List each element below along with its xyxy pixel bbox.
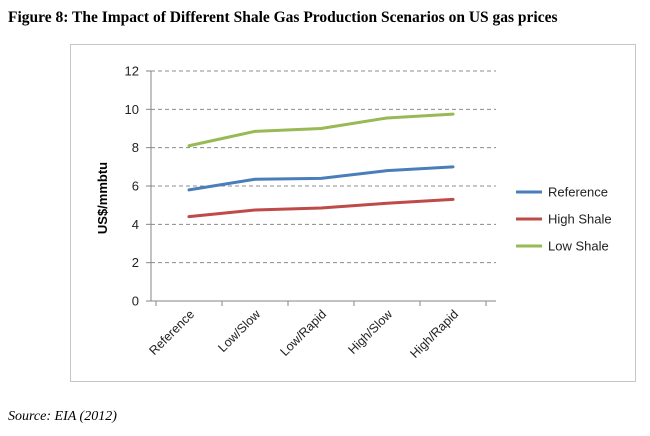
y-tick-label: 4 — [132, 217, 139, 232]
gridlines — [151, 70, 496, 264]
line-chart: 0 2 4 6 8 10 12 Reference Low/Slow Low/Rapid High/… — [95, 64, 612, 361]
series-line-reference — [187, 165, 455, 192]
y-tick-label: 10 — [125, 102, 139, 117]
x-category-label: Reference — [146, 307, 197, 358]
legend: Reference High Shale Low Shale — [516, 185, 612, 254]
y-tick-label: 6 — [132, 179, 139, 194]
y-tick-label: 0 — [132, 294, 139, 309]
series-line-low-shale — [187, 112, 455, 148]
y-tick-label: 2 — [132, 255, 139, 270]
axes — [146, 70, 496, 306]
x-category-label: High/Slow — [345, 307, 395, 357]
x-category-label: Low/Rapid — [277, 307, 329, 359]
legend-label: Reference — [548, 185, 608, 200]
x-category-label: High/Rapid — [407, 307, 461, 361]
source-note: Source: EIA (2012) — [8, 409, 117, 424]
y-tick-label: 12 — [125, 64, 139, 79]
chart-frame: 0 2 4 6 8 10 12 Reference Low/Slow Low/Rapid High/… — [70, 44, 636, 382]
legend-label: Low Shale — [548, 239, 609, 254]
y-axis-title: US$/mmbtu — [95, 162, 110, 234]
legend-label: High Shale — [548, 212, 612, 227]
series-line-high-shale — [187, 197, 455, 219]
series-lines — [187, 112, 455, 219]
axis-labels: 0 2 4 6 8 10 12 Reference Low/Slow Low/Rapid High/… — [95, 64, 461, 361]
x-category-label: Low/Slow — [215, 307, 263, 355]
y-tick-label: 8 — [132, 140, 139, 155]
figure-title: Figure 8: The Impact of Different Shale … — [8, 9, 558, 26]
